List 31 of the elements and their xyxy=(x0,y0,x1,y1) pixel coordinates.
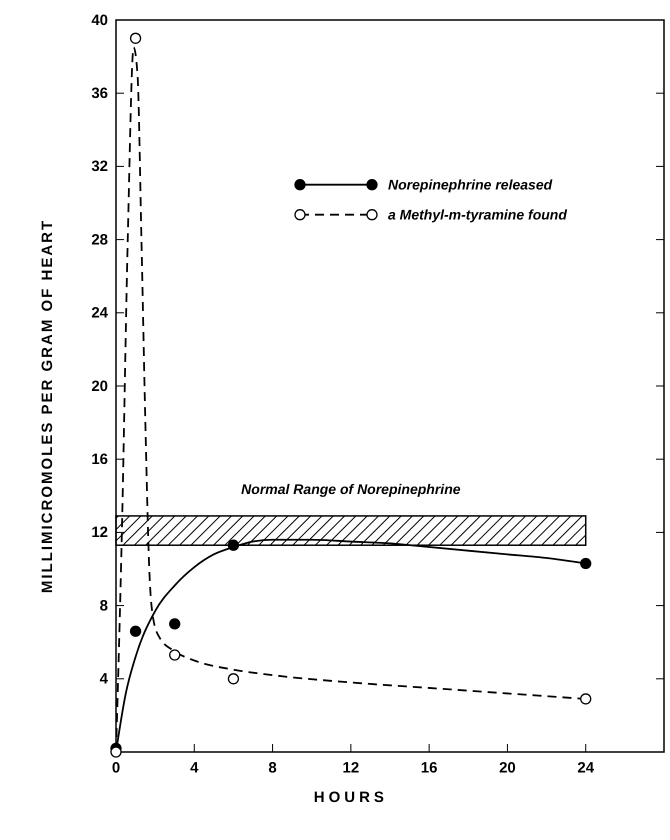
x-tick-label: 24 xyxy=(577,760,595,777)
y-tick-label: 40 xyxy=(91,12,108,29)
point xyxy=(169,618,180,630)
x-tick-label: 0 xyxy=(112,760,120,777)
legend-label: Norepinephrine released xyxy=(388,176,553,193)
y-tick-label: 32 xyxy=(91,158,108,176)
y-tick-label: 8 xyxy=(100,597,108,614)
legend-label: a Methyl-m-tyramine found xyxy=(388,206,568,223)
x-tick-label: 20 xyxy=(499,760,516,777)
y-tick-label: 24 xyxy=(91,304,109,322)
point xyxy=(110,746,122,758)
point xyxy=(130,32,142,44)
point xyxy=(130,626,142,637)
x-tick-label: 4 xyxy=(190,760,200,777)
point xyxy=(580,558,592,570)
x-axis-title: HOURS xyxy=(314,789,388,806)
y-tick-label: 4 xyxy=(100,670,109,688)
x-tick-label: 16 xyxy=(420,760,438,777)
point xyxy=(228,673,240,684)
y-tick-label: 16 xyxy=(91,451,108,468)
y-axis-title: MILLIMICROMOLES PER GRAM OF HEART xyxy=(39,218,56,594)
x-tick-label: 12 xyxy=(342,760,360,777)
point xyxy=(228,540,240,551)
y-tick-label: 36 xyxy=(91,85,108,102)
band-label: Normal Range of Norepinephrine xyxy=(241,480,461,497)
y-tick-label: 12 xyxy=(91,524,108,542)
point xyxy=(580,693,592,705)
x-tick-label: 8 xyxy=(268,760,277,777)
y-tick-label: 28 xyxy=(91,231,108,248)
y-tick-label: 20 xyxy=(91,378,108,395)
point xyxy=(169,649,180,661)
